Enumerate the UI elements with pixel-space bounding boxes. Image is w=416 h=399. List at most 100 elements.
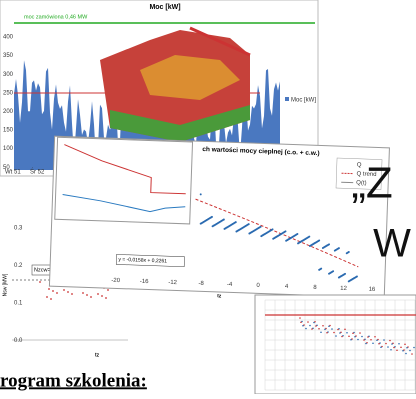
y-tick-label: 350 (3, 53, 14, 59)
point (346, 332, 348, 334)
x-tick-label: 12 (340, 286, 348, 292)
x-label: Śr 52 (30, 168, 45, 176)
point (404, 343, 406, 345)
point (341, 336, 343, 338)
point (396, 349, 398, 351)
point (354, 336, 356, 338)
x-tick-label: -8 (198, 281, 204, 287)
y-tick-label: 0.3 (14, 226, 23, 232)
point (333, 332, 335, 334)
point (335, 335, 337, 337)
x-tick-label: -20 (111, 278, 121, 284)
point (326, 332, 328, 334)
point (90, 296, 92, 298)
point (82, 292, 84, 294)
x-tick-label: -16 (140, 279, 150, 285)
point (352, 332, 354, 334)
point (315, 325, 317, 327)
point (318, 328, 320, 330)
point (406, 347, 408, 349)
point (413, 347, 415, 349)
point (390, 349, 392, 351)
point (313, 322, 315, 324)
legend-label: Moc [kW] (291, 98, 316, 104)
point (97, 293, 99, 295)
y-tick-label: 100 (3, 146, 14, 152)
y-tick-label: 150 (3, 128, 14, 134)
point (363, 339, 365, 341)
point (402, 350, 404, 352)
point (391, 343, 393, 345)
point (400, 346, 402, 348)
point (372, 342, 374, 344)
point (405, 353, 407, 355)
heading: „Z (351, 159, 393, 208)
point (398, 343, 400, 345)
point (374, 336, 376, 338)
point (411, 353, 413, 355)
point (387, 346, 389, 348)
heading: W (373, 222, 411, 266)
point (339, 332, 341, 334)
y-tick-label: 0.0 (14, 338, 23, 344)
ordered-power-label: moc zamówiona 0,46 MW (24, 14, 88, 20)
point (307, 321, 309, 323)
top-title: Moc [kW] (149, 4, 180, 11)
point (52, 290, 54, 292)
point (48, 288, 50, 290)
x-label: Wt 51 (5, 170, 21, 176)
point (67, 291, 69, 293)
point (39, 281, 41, 283)
y-tick-label: 0.1 (14, 301, 23, 307)
point (328, 325, 330, 327)
y-tick-label: 200 (3, 109, 14, 115)
point (367, 336, 369, 338)
section-title: rogram szkolenia: (0, 370, 147, 391)
point (56, 292, 58, 294)
point (309, 325, 311, 327)
point (107, 289, 109, 291)
y-tick-label: 0.2 (14, 263, 23, 269)
point (331, 328, 333, 330)
point (50, 298, 52, 300)
point (320, 331, 322, 333)
point (300, 321, 302, 323)
point (380, 346, 382, 348)
point (361, 336, 363, 338)
x-axis-title: tz (217, 293, 222, 299)
point (350, 339, 352, 341)
point (311, 328, 313, 330)
point (378, 343, 380, 345)
y-tick-label: 400 (3, 35, 14, 41)
x-tick-label: -4 (227, 282, 233, 288)
legend-swatch (285, 97, 289, 101)
point (46, 296, 48, 298)
point (322, 325, 324, 327)
y-tick-label: 250 (3, 90, 14, 96)
point (337, 329, 339, 331)
inset-frame (55, 137, 193, 224)
point (86, 294, 88, 296)
point (365, 343, 367, 345)
point (299, 317, 301, 319)
point (409, 350, 411, 352)
point (385, 343, 387, 345)
point (324, 328, 326, 330)
point (63, 289, 65, 291)
point (370, 339, 372, 341)
point (376, 339, 378, 341)
point (71, 293, 73, 295)
point (302, 325, 304, 327)
point (101, 295, 103, 297)
point (305, 328, 307, 330)
point (357, 339, 359, 341)
point (383, 339, 385, 341)
x-tick-label: 16 (369, 287, 377, 293)
point (105, 297, 107, 299)
y-tick-label: 300 (3, 72, 14, 78)
y-axis-title: Nsw [MW] (2, 273, 8, 296)
point (359, 332, 361, 334)
point (389, 340, 391, 342)
point (393, 347, 395, 349)
